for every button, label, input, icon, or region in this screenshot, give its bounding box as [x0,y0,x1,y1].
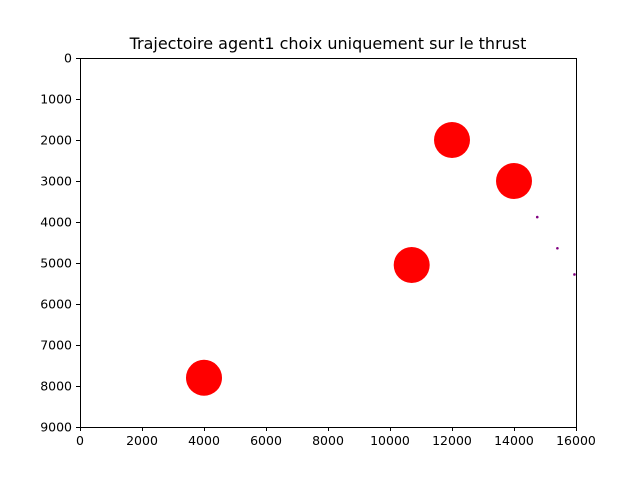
x-tick-label: 12000 [432,433,472,448]
y-tick-label: 0 [64,51,72,66]
y-tick-label: 3000 [40,174,72,189]
y-tick-label: 1000 [40,92,72,107]
large-red-point [186,359,222,396]
y-tick-label: 7000 [40,338,72,353]
axes-background [80,58,576,427]
x-tick-label: 16000 [556,433,596,448]
x-axis: 0 2000 4000 6000 8000 10000 12000 14000 16000 [76,427,596,448]
y-tick-label: 8000 [40,379,72,394]
chart-title: Trajectoire agent1 choix uniquement sur … [129,34,527,53]
small-purple-point [556,246,559,250]
plot-area [80,58,577,428]
x-tick-label: 14000 [494,433,534,448]
small-purple-point [573,273,576,276]
large-red-point [434,122,470,158]
data-points [186,122,576,396]
x-tick-label: 10000 [370,433,410,448]
x-tick-label: 2000 [126,433,158,448]
y-tick-label: 4000 [40,215,72,230]
y-tick-label: 2000 [40,133,72,148]
y-tick-label: 6000 [40,297,72,312]
x-tick-label: 4000 [188,433,220,448]
y-tick-label: 5000 [40,256,72,271]
large-red-point [393,247,430,284]
large-red-point [496,163,532,199]
y-axis: 0 1000 2000 3000 4000 5000 6000 7000 8000 9000 [40,51,80,435]
x-tick-label: 8000 [312,433,344,448]
x-tick-label: 0 [76,433,84,448]
small-purple-point [535,215,539,219]
y-tick-label: 9000 [40,420,72,435]
x-tick-label: 6000 [250,433,282,448]
